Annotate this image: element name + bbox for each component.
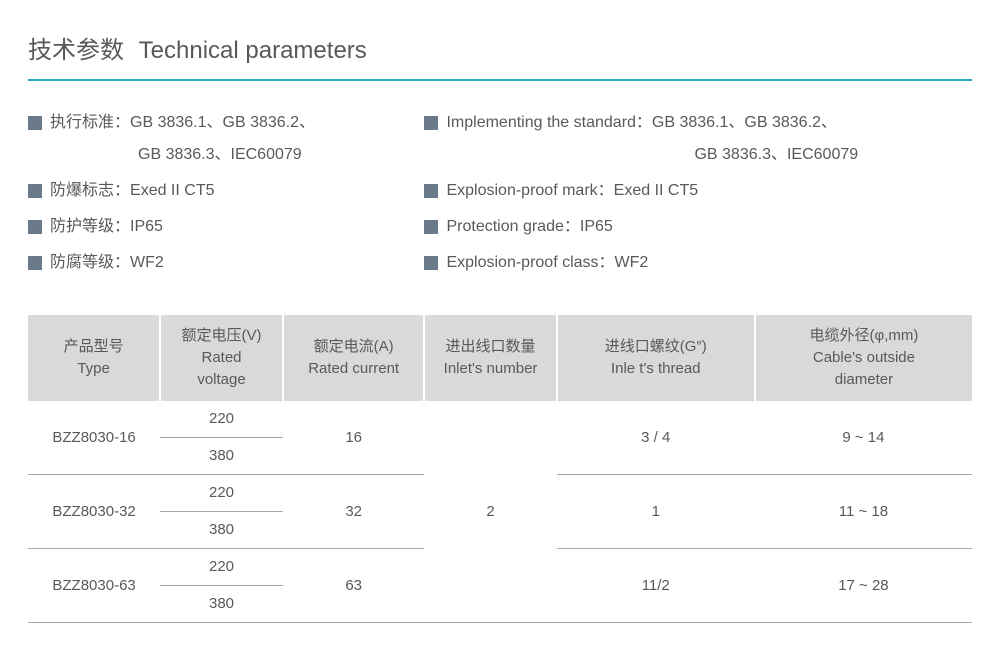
spec-label: 执行标准：: [50, 114, 130, 131]
spec-row: Explosion-proof mark：Exed II CT5: [424, 177, 972, 205]
spec-text: 防爆标志：Exed II CT5: [50, 177, 424, 205]
spec-value: WF2: [130, 254, 164, 271]
spec-row: 防腐等级：WF2: [28, 249, 424, 277]
cell-thread: 3 / 4: [557, 401, 755, 475]
spec-value: Exed II CT5: [130, 182, 214, 199]
spec-value: WF2: [615, 254, 649, 271]
spec-text: 防腐等级：WF2: [50, 249, 424, 277]
header-line: Inle t's thread: [564, 358, 748, 380]
page-title: 技术参数 Technical parameters: [28, 30, 972, 81]
header-line: diameter: [762, 369, 966, 391]
specs-english-column: Implementing the standard：GB 3836.1、GB 3…: [424, 109, 972, 285]
spec-label: Implementing the standard：: [446, 114, 651, 131]
spec-label: Protection grade：: [446, 218, 579, 235]
spec-row: 执行标准：GB 3836.1、GB 3836.2、: [28, 109, 424, 137]
spec-text: 执行标准：GB 3836.1、GB 3836.2、: [50, 109, 424, 137]
cell-cable: 9 ~ 14: [755, 401, 972, 475]
cell-voltage: 220: [160, 401, 283, 438]
parameters-table: 产品型号 Type 额定电压(V) Rated voltage 额定电流(A) …: [28, 315, 972, 623]
cell-thread: 11/2: [557, 549, 755, 623]
spec-value: GB 3836.1、GB 3836.2、: [130, 114, 315, 131]
spec-label: 防腐等级：: [50, 254, 130, 271]
cell-type: BZZ8030-16: [28, 401, 160, 475]
spec-text: Explosion-proof mark：Exed II CT5: [446, 177, 972, 205]
title-english: Technical parameters: [139, 37, 367, 64]
spec-value: IP65: [580, 218, 613, 235]
spec-text: Protection grade：IP65: [446, 213, 972, 241]
cell-current: 63: [283, 549, 425, 623]
table-row: BZZ8030-16 220 16 2 3 / 4 9 ~ 14: [28, 401, 972, 438]
cell-cable: 17 ~ 28: [755, 549, 972, 623]
cell-type: BZZ8030-63: [28, 549, 160, 623]
header-line: 进线口螺纹(G″): [564, 336, 748, 358]
cell-current: 32: [283, 475, 425, 549]
header-cable: 电缆外径(φ,mm) Cable's outside diameter: [755, 315, 972, 401]
header-voltage: 额定电压(V) Rated voltage: [160, 315, 283, 401]
header-current: 额定电流(A) Rated current: [283, 315, 425, 401]
spec-continuation: GB 3836.3、IEC60079: [28, 141, 424, 169]
spec-text: Explosion-proof class：WF2: [446, 249, 972, 277]
cell-voltage: 380: [160, 512, 283, 549]
cell-voltage: 220: [160, 549, 283, 586]
cell-inlets: 2: [424, 401, 556, 623]
spec-row: Implementing the standard：GB 3836.1、GB 3…: [424, 109, 972, 137]
header-line: 额定电压(V): [167, 325, 276, 347]
specs-chinese-column: 执行标准：GB 3836.1、GB 3836.2、 GB 3836.3、IEC6…: [28, 109, 424, 285]
cell-voltage: 380: [160, 586, 283, 623]
bullet-icon: [28, 184, 42, 198]
cell-voltage: 380: [160, 438, 283, 475]
bullet-icon: [424, 220, 438, 234]
spec-label: Explosion-proof class：: [446, 254, 614, 271]
spec-row: Protection grade：IP65: [424, 213, 972, 241]
header-line: Cable's outside: [762, 347, 966, 369]
bullet-icon: [424, 256, 438, 270]
bullet-icon: [28, 220, 42, 234]
header-inlets: 进出线口数量 Inlet's number: [424, 315, 556, 401]
bullet-icon: [424, 116, 438, 130]
header-line: 产品型号: [34, 336, 153, 358]
cell-thread: 1: [557, 475, 755, 549]
title-chinese: 技术参数: [28, 37, 124, 64]
header-line: Rated: [167, 347, 276, 369]
cell-cable: 11 ~ 18: [755, 475, 972, 549]
spec-label: 防护等级：: [50, 218, 130, 235]
spec-row: 防爆标志：Exed II CT5: [28, 177, 424, 205]
spec-label: Explosion-proof mark：: [446, 182, 613, 199]
specs-container: 执行标准：GB 3836.1、GB 3836.2、 GB 3836.3、IEC6…: [28, 109, 972, 285]
cell-type: BZZ8030-32: [28, 475, 160, 549]
header-type: 产品型号 Type: [28, 315, 160, 401]
table-header-row: 产品型号 Type 额定电压(V) Rated voltage 额定电流(A) …: [28, 315, 972, 401]
spec-row: 防护等级：IP65: [28, 213, 424, 241]
header-line: Type: [34, 358, 153, 380]
spec-label: 防爆标志：: [50, 182, 130, 199]
cell-current: 16: [283, 401, 425, 475]
spec-row: Explosion-proof class：WF2: [424, 249, 972, 277]
header-line: 额定电流(A): [290, 336, 418, 358]
header-line: 电缆外径(φ,mm): [762, 325, 966, 347]
bullet-icon: [28, 256, 42, 270]
bullet-icon: [28, 116, 42, 130]
bullet-icon: [424, 184, 438, 198]
header-line: Inlet's number: [431, 358, 549, 380]
cell-voltage: 220: [160, 475, 283, 512]
spec-continuation: GB 3836.3、IEC60079: [424, 141, 972, 169]
spec-text: 防护等级：IP65: [50, 213, 424, 241]
header-line: voltage: [167, 369, 276, 391]
header-line: Rated current: [290, 358, 418, 380]
spec-text: Implementing the standard：GB 3836.1、GB 3…: [446, 109, 972, 137]
header-line: 进出线口数量: [431, 336, 549, 358]
spec-value: GB 3836.1、GB 3836.2、: [652, 114, 837, 131]
header-thread: 进线口螺纹(G″) Inle t's thread: [557, 315, 755, 401]
spec-value: IP65: [130, 218, 163, 235]
spec-value: Exed II CT5: [614, 182, 698, 199]
